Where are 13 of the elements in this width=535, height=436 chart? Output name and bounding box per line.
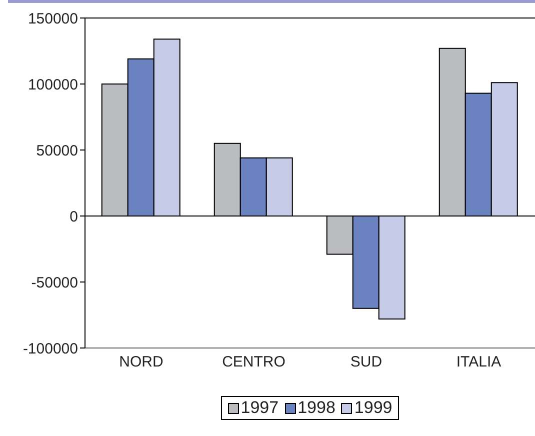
- y-tick-label: 150000: [28, 10, 78, 28]
- y-tick-label: 50000: [36, 142, 78, 160]
- legend-label: 1999: [353, 398, 392, 418]
- y-tick-label: 0: [70, 208, 78, 226]
- x-tick-label: NORD: [119, 354, 164, 371]
- x-tick-label: ITALIA: [456, 354, 502, 371]
- legend-label: 1997: [240, 398, 279, 418]
- y-tick-label: 100000: [28, 76, 78, 94]
- legend-label: 1998: [296, 398, 336, 418]
- x-tick-label: SUD: [350, 354, 382, 371]
- y-tick-label: -50000: [31, 274, 78, 292]
- x-tick-label: CENTRO: [222, 354, 286, 371]
- y-tick-label: -100000: [22, 340, 78, 358]
